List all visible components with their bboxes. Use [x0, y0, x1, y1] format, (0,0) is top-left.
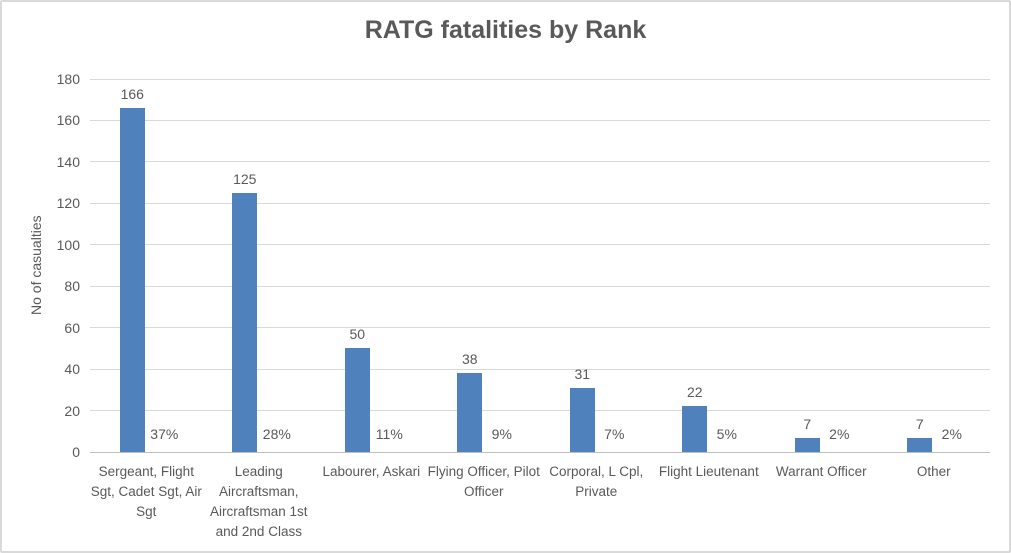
- y-tick-label: 60: [64, 319, 80, 336]
- x-category-label: Leading Aircraftsman, Aircraftsman 1st a…: [210, 464, 308, 539]
- bar-percent-label: 7%: [604, 426, 625, 442]
- bar-value-label: 31: [574, 365, 591, 382]
- gridline: [90, 285, 990, 287]
- bar-percent-label: 28%: [262, 426, 291, 442]
- bar: [794, 437, 820, 452]
- bar-value-label: 125: [233, 171, 257, 187]
- x-category-label: Flight Lieutenant: [658, 464, 759, 479]
- y-tick-label: 0: [72, 444, 80, 460]
- gridline: [90, 119, 990, 121]
- gridline: [90, 202, 990, 204]
- x-category-label: Flying Officer, Pilot Officer: [427, 464, 540, 499]
- bar: [119, 108, 145, 452]
- x-axis-line: [90, 451, 990, 453]
- gridline: [90, 161, 990, 163]
- y-tick-label: 160: [56, 112, 80, 129]
- bar-percent-label: 5%: [716, 426, 737, 442]
- bar-value-label: 166: [120, 86, 144, 102]
- y-axis-title: No of casualties: [28, 215, 44, 316]
- y-tick-label: 100: [56, 236, 80, 253]
- bar: [682, 406, 708, 452]
- gridline: [90, 327, 990, 329]
- y-tick-label: 80: [64, 278, 80, 295]
- y-tick-label: 40: [64, 361, 80, 378]
- bar-percent-label: 9%: [491, 426, 512, 442]
- bar-value-label: 50: [349, 326, 366, 343]
- bar: [907, 437, 933, 452]
- bar: [457, 373, 483, 452]
- bar-value-label: 22: [687, 384, 703, 401]
- x-category-label: Other: [916, 464, 951, 479]
- chart-title: RATG fatalities by Rank: [364, 16, 647, 44]
- x-category-label: Labourer, Askari: [322, 464, 421, 479]
- y-tick-label: 180: [56, 71, 80, 87]
- x-category-label: Corporal, L Cpl, Private: [549, 464, 644, 499]
- bar-value-label: 7: [915, 415, 924, 432]
- bar-value-label: 38: [462, 351, 478, 368]
- y-tick-label: 140: [56, 153, 80, 170]
- bar-percent-label: 11%: [375, 426, 403, 442]
- bar-value-label: 7: [803, 415, 812, 432]
- bar-percent-label: 37%: [150, 426, 179, 442]
- bar-percent-label: 2%: [829, 426, 850, 442]
- y-tick-label: 20: [64, 402, 80, 419]
- gridline: [90, 368, 990, 370]
- bar: [344, 348, 370, 452]
- x-category-label: Sergeant, Flight Sgt, Cadet Sgt, Air Sgt: [90, 464, 202, 519]
- x-category-label: Warrant Officer: [775, 464, 867, 479]
- gridline: [90, 78, 990, 80]
- bar: [232, 193, 258, 452]
- bar-percent-label: 2%: [941, 426, 962, 442]
- gridline: [90, 244, 990, 246]
- gridline: [90, 410, 990, 412]
- bar: [569, 387, 595, 452]
- y-tick-label: 120: [56, 195, 80, 212]
